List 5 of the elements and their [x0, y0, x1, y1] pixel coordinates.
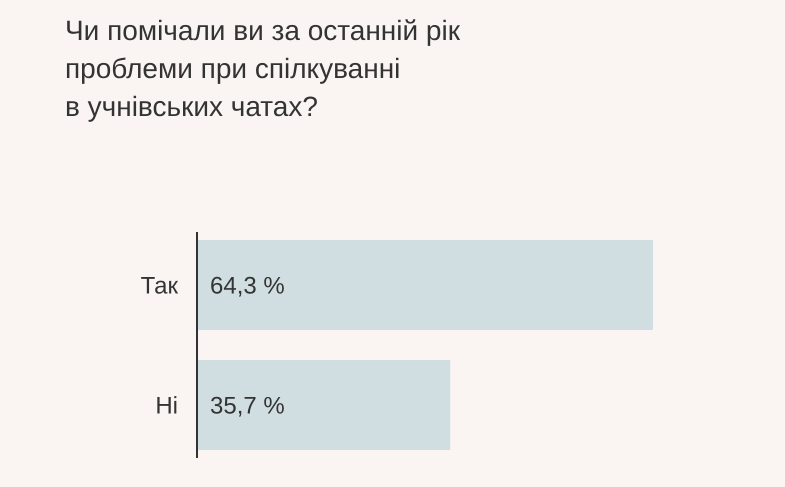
chart-title: Чи помічали ви за останній рік проблеми при спілкуванні в учнівських чатах?: [65, 15, 461, 122]
data-label: 35,7 %: [210, 392, 285, 420]
y-tick-label: Ні: [155, 392, 178, 420]
y-tick-label: Так: [140, 272, 178, 300]
data-label: 64,3 %: [210, 272, 285, 300]
